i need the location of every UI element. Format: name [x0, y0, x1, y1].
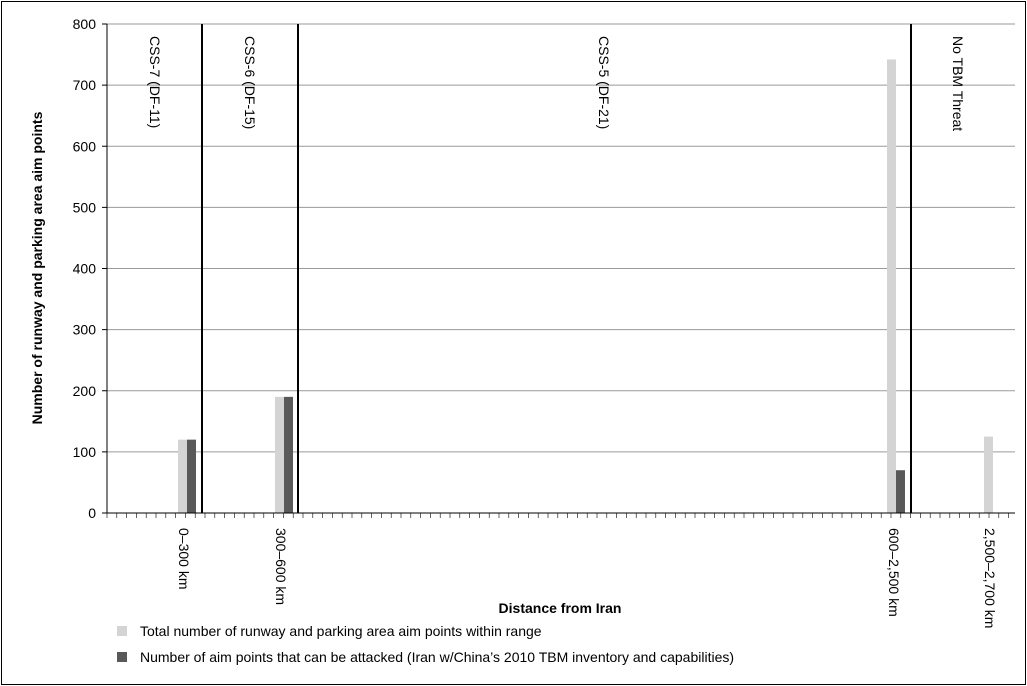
bar-total	[275, 396, 284, 513]
y-tick-label: 400	[73, 261, 97, 277]
bar-attacked	[896, 470, 905, 513]
zone-label: No TBM Threat	[950, 36, 966, 131]
y-tick-label: 100	[73, 444, 97, 460]
legend-swatch-attacked	[117, 652, 127, 662]
legend-label-total: Total number of runway and parking area …	[140, 623, 542, 639]
x-category-label: 300–600 km	[273, 528, 289, 605]
bar-attacked	[284, 396, 293, 513]
y-tick-label: 800	[73, 16, 97, 32]
y-tick-label: 300	[73, 322, 97, 338]
y-tick-label: 0	[88, 505, 96, 521]
y-axis-title: Number of runway and parking area aim po…	[29, 111, 45, 424]
legend: Total number of runway and parking area …	[117, 623, 734, 665]
zone-label: CSS-6 (DF-15)	[242, 36, 258, 129]
bar-attacked	[187, 439, 196, 513]
x-category-label: 0–300 km	[176, 528, 192, 589]
x-axis-title: Distance from Iran	[499, 600, 622, 616]
zone-label: CSS-5 (DF-21)	[596, 36, 612, 129]
range-zones: CSS-7 (DF-11) CSS-6 (DF-15) CSS-5 (DF-21) N…	[147, 24, 966, 513]
x-category-label: 600–2,500 km	[886, 528, 902, 617]
bars	[178, 59, 993, 513]
y-tick-label: 200	[73, 383, 97, 399]
bar-total	[178, 439, 187, 513]
bar-total	[984, 436, 993, 513]
legend-swatch-total	[117, 626, 127, 636]
y-tick-label: 600	[73, 138, 97, 154]
bar-total	[887, 59, 896, 513]
x-category-label: 2,500–2,700 km	[982, 528, 998, 628]
y-tick-label: 500	[73, 199, 97, 215]
gridlines	[107, 23, 1015, 453]
legend-label-attacked: Number of aim points that can be attacke…	[140, 649, 734, 665]
x-axis: 0–300 km 300–600 km 600–2,500 km 2,500–2,70…	[106, 512, 1015, 628]
y-tick-label: 700	[73, 77, 97, 93]
zone-label: CSS-7 (DF-11)	[147, 36, 163, 128]
y-axis: 0 100 200 300 400 500 600 700 800	[73, 16, 108, 521]
